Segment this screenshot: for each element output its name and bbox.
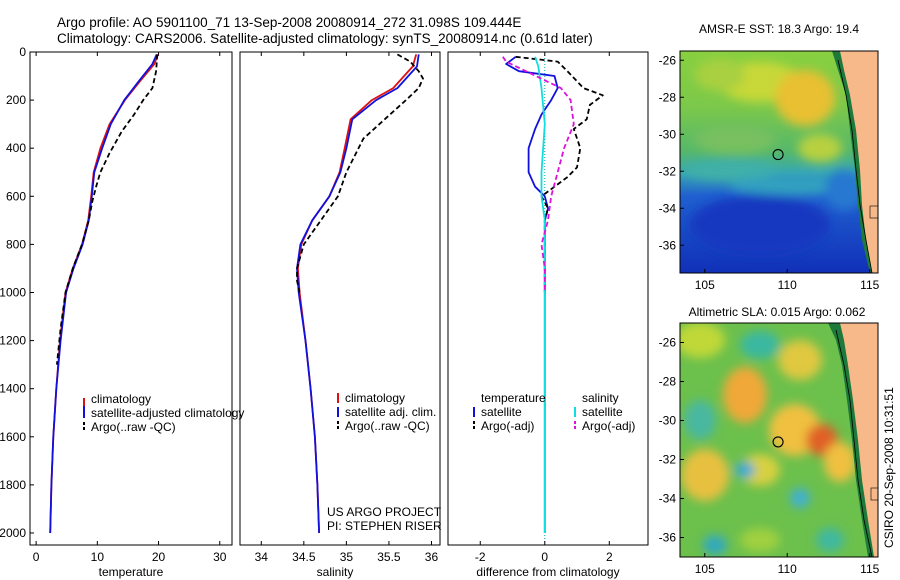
sst-map-ytick-label: -32: [659, 164, 677, 178]
difference-series-temperature-argo-adj: [515, 55, 604, 293]
temperature-xtick-label: 20: [152, 550, 166, 564]
difference-series-salinity-argo-adj: [502, 56, 575, 293]
sst-map-ytick-label: -34: [659, 201, 677, 215]
salinity-panel: 34 34.5 35 35.5 36 salinity climatology sate…: [239, 51, 442, 579]
sst-map-panel: AMSR-E SST: 18.3 Argo: 19.4 105 110 115 -26…: [659, 22, 880, 292]
difference-xtick-label: 0: [541, 550, 548, 564]
credit-line-1: US ARGO PROJECT: [327, 505, 442, 519]
salinity-axes: [239, 51, 441, 546]
sla-map-field: [680, 323, 878, 557]
sst-map-xtick-label: 110: [778, 278, 797, 292]
difference-panel: -2 0 2 difference from climatology tempera…: [447, 51, 649, 579]
sla-map-ytick-label: -28: [659, 375, 677, 389]
temperature-xtick-label: 10: [91, 550, 105, 564]
sst-map-ytick-label: -26: [659, 53, 677, 67]
sla-map-axes: [679, 322, 879, 558]
salinity-xlabel: salinity: [317, 565, 354, 579]
salinity-xtick-label: 34: [255, 550, 269, 564]
difference-legend-header-temperature: temperature: [481, 391, 546, 405]
temperature-series-satellite-adjusted-climatology: [49, 54, 158, 534]
sla-argo-marker: [772, 436, 784, 448]
temperature-ytick-label: 800: [6, 237, 26, 251]
temperature-panel: 0 10 20 30 0 200 400 600 800 1000 1200 1400 1600 1800…: [0, 45, 244, 579]
sst-map-ytick-label: -30: [659, 127, 677, 141]
difference-legend-temp-argo: Argo(-adj): [481, 419, 534, 433]
salinity-legend-satellite: satellite adj. clim.: [345, 405, 436, 419]
salinity-xtick-label: 34.5: [292, 550, 316, 564]
sst-map-xtick-label: 105: [695, 278, 715, 292]
temperature-legend: climatology satellite-adjusted climatolo…: [83, 392, 244, 434]
sla-map-ytick-label: -36: [659, 531, 677, 545]
salinity-legend: climatology satellite adj. clim. Argo(..…: [337, 391, 436, 433]
temperature-ytick-label: 200: [6, 93, 26, 107]
sla-map-ytick-label: -26: [659, 336, 677, 350]
sst-map-axes: [679, 50, 879, 274]
temperature-ytick-label: 1000: [0, 285, 26, 299]
sst-argo-marker: [772, 149, 784, 161]
difference-xtick-label: -2: [475, 550, 486, 564]
salinity-legend-argo: Argo(..raw -QC): [345, 419, 430, 433]
difference-plot-area: -2 0 2: [475, 52, 613, 564]
difference-legend-sal-satellite: satellite: [582, 405, 623, 419]
temperature-ytick-label: 1200: [0, 334, 26, 348]
temperature-series-argo-raw-qc: [56, 54, 159, 365]
temperature-ytick-label: 2000: [0, 526, 26, 540]
sla-map-ytick-label: -30: [659, 414, 677, 428]
sla-map-panel: Altimetric SLA: 0.015 Argo: 0.062: [659, 305, 880, 576]
credit-line-2: PI: STEPHEN RISER: [327, 519, 442, 533]
temperature-legend-satellite: satellite-adjusted climatology: [91, 406, 244, 420]
sla-map-ytick-label: -34: [659, 492, 677, 506]
salinity-plot-area: 34 34.5 35 35.5 36: [255, 52, 439, 564]
salinity-xtick-label: 35: [340, 550, 354, 564]
salinity-series-argo-raw-qc: [296, 53, 424, 293]
temperature-legend-climatology: climatology: [91, 392, 151, 406]
header-line-1: Argo profile: AO 5901100_71 13-Sep-2008 …: [57, 15, 521, 30]
salinity-legend-climatology: climatology: [345, 391, 405, 405]
sst-map-xtick-label: 115: [860, 278, 879, 292]
sla-map-ticks: 105 110 115 -26 -28 -30 -32 -34 -36: [659, 336, 880, 577]
sla-map-xtick-label: 110: [778, 562, 797, 576]
temperature-ytick-label: 600: [6, 189, 26, 203]
difference-legend-sal-argo: Argo(-adj): [582, 419, 635, 433]
sla-map-ytick-label: -32: [659, 453, 677, 467]
temperature-xtick-label: 30: [213, 550, 227, 564]
sst-map-ytick-label: -36: [659, 238, 677, 252]
header-line-2: Climatology: CARS2006. Satellite-adjuste…: [57, 31, 593, 46]
temperature-xtick-label: 0: [33, 550, 40, 564]
temperature-ytick-label: 1800: [0, 478, 26, 492]
difference-legend-header-salinity: salinity: [582, 391, 619, 405]
temperature-ytick-label: 400: [6, 141, 26, 155]
sst-map-ytick-label: -28: [659, 90, 677, 104]
temperature-axes: [29, 51, 233, 546]
sla-map-xtick-label: 115: [860, 562, 879, 576]
temperature-ytick-label: 0: [19, 45, 26, 59]
sst-map-ticks: 105 110 115 -26 -28 -30 -32 -34 -36: [659, 53, 880, 292]
sla-map-title: Altimetric SLA: 0.015 Argo: 0.062: [689, 305, 866, 319]
difference-xlabel: difference from climatology: [476, 565, 619, 579]
difference-xtick-label: 2: [606, 550, 613, 564]
difference-legend: temperature salinity satellite Argo(-adj…: [473, 391, 635, 433]
salinity-series-satellite-adj-clim: [296, 54, 420, 534]
timestamp-stamp: CSIRO 20-Sep-2008 10:31:51: [882, 387, 896, 548]
sst-map-field: [680, 51, 878, 273]
temperature-ytick-label: 1600: [0, 430, 26, 444]
salinity-xtick-label: 36: [425, 550, 439, 564]
temperature-xlabel: temperature: [99, 565, 164, 579]
difference-axes: [447, 51, 649, 546]
temperature-legend-argo: Argo(..raw -QC): [91, 420, 176, 434]
temperature-plot-area: 0 10 20 30 0 200 400 600 800 1000 1200 1400 1600 1800…: [0, 45, 227, 564]
difference-series-salinity-satellite: [534, 56, 546, 533]
difference-series-temperature-satellite: [505, 56, 559, 533]
sst-map-title: AMSR-E SST: 18.3 Argo: 19.4: [699, 22, 859, 36]
salinity-xtick-label: 35.5: [377, 550, 401, 564]
sla-map-xtick-label: 105: [695, 562, 715, 576]
temperature-ytick-label: 1400: [0, 382, 26, 396]
difference-legend-temp-satellite: satellite: [481, 405, 522, 419]
